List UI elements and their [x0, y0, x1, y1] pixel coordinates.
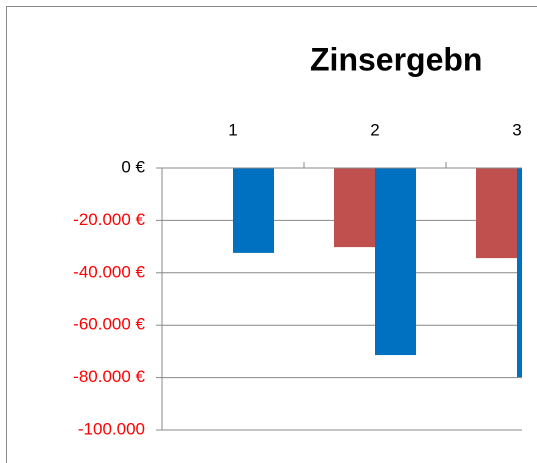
bar: [375, 168, 416, 356]
x-tick-label: 1: [228, 120, 237, 139]
plot: Zinsergebn 0 € -20.000 € -40.000 € -60.000 …: [73, 41, 522, 438]
x-tick-label: 2: [370, 120, 379, 139]
bar: [233, 168, 274, 253]
y-tick-label: 0 €: [121, 157, 145, 176]
y-tick-label: -60.000 €: [73, 315, 145, 334]
chart-title: Zinsergebn: [310, 41, 482, 77]
y-tick-label: -100.000: [78, 419, 145, 438]
x-tick-label: 3: [512, 120, 521, 139]
y-tick-label: -20.000 €: [73, 210, 145, 229]
bar: [517, 168, 522, 378]
bar: [476, 168, 517, 259]
y-tick-label: -80.000 €: [73, 367, 145, 386]
y-tick-label: -40.000 €: [73, 262, 145, 281]
bar: [334, 168, 375, 248]
